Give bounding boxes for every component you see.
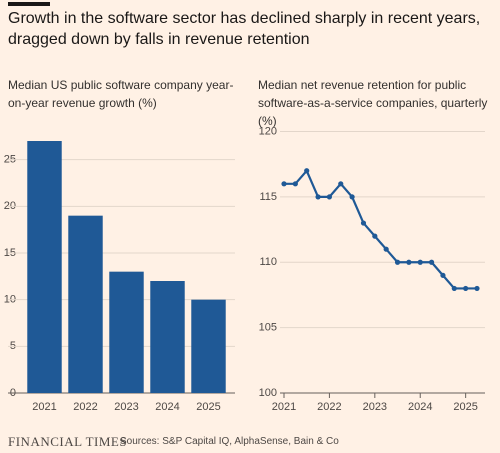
point — [440, 272, 446, 278]
x-tick-label: 2023 — [114, 401, 138, 413]
point — [304, 168, 310, 174]
point — [338, 181, 344, 187]
point — [428, 259, 435, 265]
y-tick-label: 115 — [259, 191, 277, 203]
title-bar — [8, 2, 50, 6]
chart-subtitle: Median net revenue retention for public … — [258, 78, 488, 128]
point — [406, 259, 412, 265]
point — [315, 194, 321, 200]
chart-subtitle: Median US public software company year-o… — [8, 78, 234, 110]
bar — [68, 215, 103, 393]
point — [417, 259, 423, 265]
bar — [109, 271, 144, 393]
bar — [27, 141, 62, 393]
point — [451, 285, 457, 292]
x-tick-label: 2024 — [408, 401, 432, 413]
point — [360, 220, 367, 226]
page-title: Growth in the software sector has declin… — [8, 10, 481, 48]
x-tick-label: 2025 — [196, 401, 220, 413]
y-tick-label: 105 — [259, 322, 277, 334]
point — [394, 259, 401, 265]
point — [383, 246, 389, 252]
x-tick-label: 2022 — [73, 401, 97, 413]
y-tick-label: 110 — [259, 256, 277, 268]
x-tick-label: 2021 — [32, 401, 56, 413]
y-tick-label: 100 — [259, 387, 277, 399]
source: Sources: S&P Capital IQ, AlphaSense, Bai… — [120, 436, 339, 447]
point — [474, 285, 480, 292]
point — [292, 181, 298, 187]
line — [284, 168, 477, 290]
point — [463, 285, 469, 292]
bar — [150, 281, 185, 393]
brand: FINANCIAL TIMES — [8, 434, 128, 449]
point — [349, 194, 355, 200]
x-tick-label: 2023 — [363, 401, 387, 413]
point — [372, 233, 378, 239]
point — [281, 181, 287, 187]
x-tick-label: 2025 — [453, 401, 477, 413]
x-tick-label: 2024 — [155, 401, 179, 413]
point — [326, 194, 333, 200]
y-tick-label: 120 — [259, 125, 277, 137]
x-tick-label: 2021 — [272, 401, 296, 413]
bar — [191, 299, 226, 393]
x-tick-label: 2022 — [317, 401, 341, 413]
